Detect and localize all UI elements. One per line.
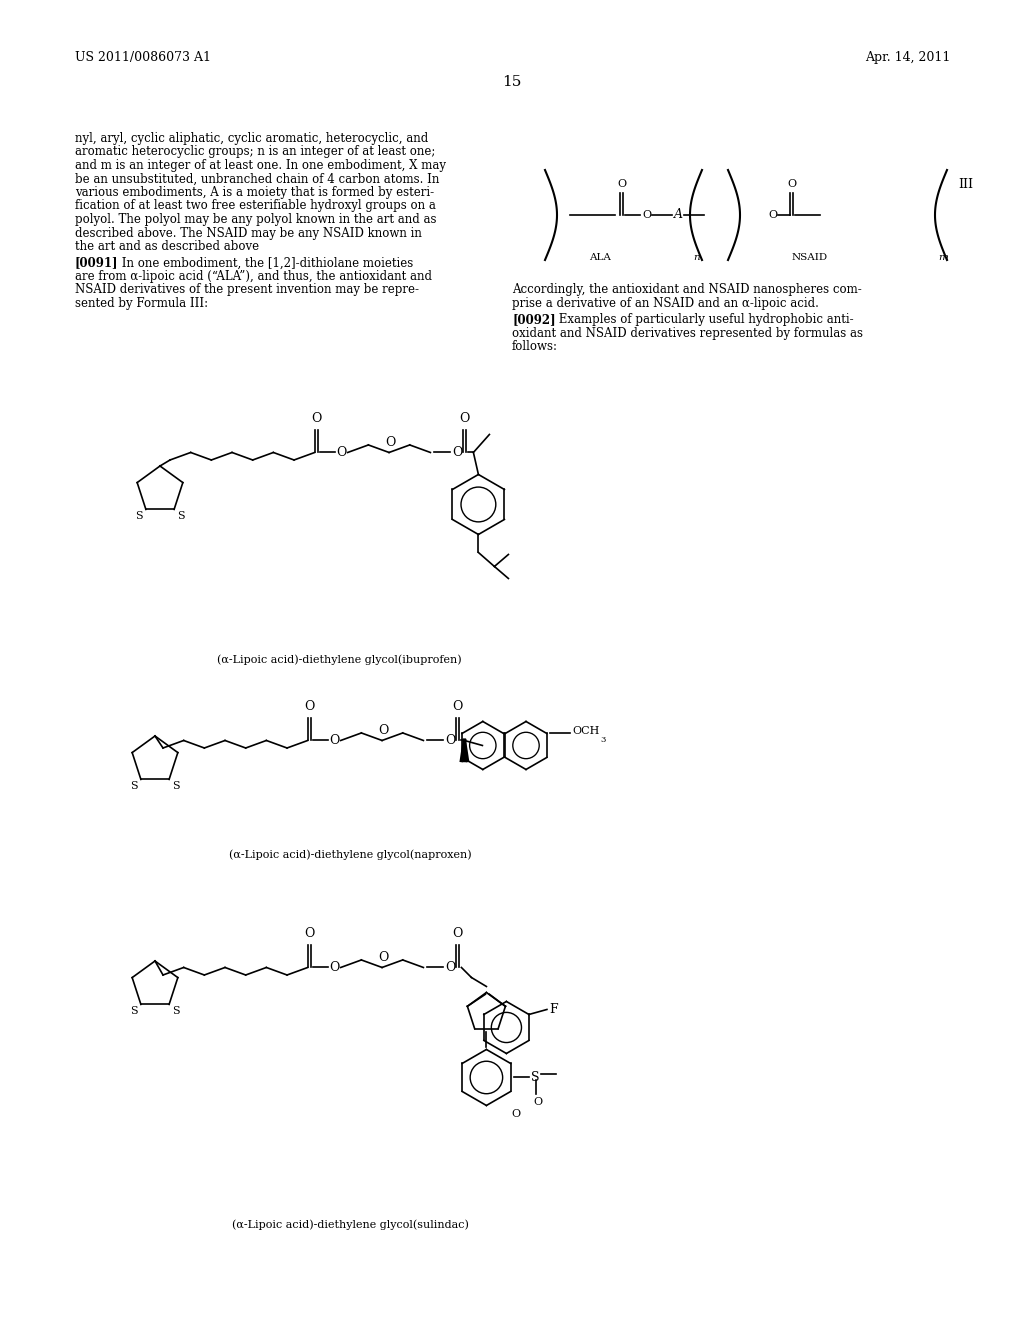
Text: Accordingly, the antioxidant and NSAID nanospheres com-: Accordingly, the antioxidant and NSAID n… (512, 282, 862, 296)
Text: [0091]: [0091] (75, 256, 119, 269)
Text: O: O (385, 437, 395, 450)
Text: O: O (311, 412, 322, 425)
Text: In one embodiment, the [1,2]-dithiolane moieties: In one embodiment, the [1,2]-dithiolane … (118, 256, 414, 269)
Text: nyl, aryl, cyclic aliphatic, cyclic aromatic, heterocyclic, and: nyl, aryl, cyclic aliphatic, cyclic arom… (75, 132, 428, 145)
Text: (α-Lipoic acid)-diethylene glycol(sulindac): (α-Lipoic acid)-diethylene glycol(sulind… (231, 1220, 468, 1230)
Text: described above. The NSAID may be any NSAID known in: described above. The NSAID may be any NS… (75, 227, 422, 239)
Text: S: S (135, 511, 143, 521)
Text: the art and as described above: the art and as described above (75, 240, 259, 253)
Text: 3: 3 (600, 737, 605, 744)
Text: O: O (445, 961, 456, 974)
Text: S: S (177, 511, 184, 521)
Text: O: O (337, 446, 347, 459)
Text: Examples of particularly useful hydrophobic anti-: Examples of particularly useful hydropho… (555, 313, 854, 326)
Text: O: O (453, 928, 463, 940)
Text: [0092]: [0092] (512, 313, 556, 326)
Text: S: S (172, 1006, 180, 1016)
Text: S: S (531, 1071, 540, 1084)
Text: prise a derivative of an NSAID and an α-lipoic acid.: prise a derivative of an NSAID and an α-… (512, 297, 819, 309)
Text: OCH: OCH (572, 726, 599, 737)
Text: O: O (642, 210, 651, 220)
Text: (α-Lipoic acid)-diethylene glycol(ibuprofen): (α-Lipoic acid)-diethylene glycol(ibupro… (217, 655, 462, 665)
Text: O: O (768, 210, 777, 220)
Text: oxidant and NSAID derivatives represented by formulas as: oxidant and NSAID derivatives represente… (512, 326, 863, 339)
Text: ALA: ALA (589, 252, 611, 261)
Text: O: O (378, 725, 388, 738)
Text: O: O (330, 961, 340, 974)
Text: various embodiments, A is a moiety that is formed by esteri-: various embodiments, A is a moiety that … (75, 186, 434, 199)
Text: S: S (172, 781, 180, 792)
Text: n: n (693, 252, 699, 261)
Text: sented by Formula III:: sented by Formula III: (75, 297, 208, 310)
Text: III: III (958, 178, 973, 191)
Text: polyol. The polyol may be any polyol known in the art and as: polyol. The polyol may be any polyol kno… (75, 213, 436, 226)
Text: F: F (549, 1003, 557, 1016)
Text: and m is an integer of at least one. In one embodiment, X may: and m is an integer of at least one. In … (75, 158, 446, 172)
Text: follows:: follows: (512, 341, 558, 352)
Text: O: O (616, 180, 626, 189)
Text: NSAID: NSAID (792, 252, 828, 261)
Text: O: O (460, 412, 470, 425)
Text: (α-Lipoic acid)-diethylene glycol(naproxen): (α-Lipoic acid)-diethylene glycol(naprox… (228, 850, 471, 861)
Text: are from α-lipoic acid (“ALA”), and thus, the antioxidant and: are from α-lipoic acid (“ALA”), and thus… (75, 271, 432, 282)
Text: O: O (512, 1110, 521, 1119)
Text: fication of at least two free esterifiable hydroxyl groups on a: fication of at least two free esterifiab… (75, 199, 436, 213)
Text: 15: 15 (503, 75, 521, 88)
Text: Apr. 14, 2011: Apr. 14, 2011 (864, 51, 950, 65)
Text: A: A (674, 209, 683, 222)
Text: O: O (445, 734, 456, 747)
Text: S: S (130, 1006, 138, 1016)
Text: m: m (938, 252, 948, 261)
Text: be an unsubstituted, unbranched chain of 4 carbon atoms. In: be an unsubstituted, unbranched chain of… (75, 173, 439, 186)
Text: NSAID derivatives of the present invention may be repre-: NSAID derivatives of the present inventi… (75, 284, 419, 297)
Text: O: O (330, 734, 340, 747)
Text: O: O (453, 446, 463, 459)
Text: O: O (534, 1097, 543, 1107)
Text: O: O (304, 928, 314, 940)
Text: US 2011/0086073 A1: US 2011/0086073 A1 (75, 51, 211, 65)
Text: O: O (453, 701, 463, 714)
Text: aromatic heterocyclic groups; n is an integer of at least one;: aromatic heterocyclic groups; n is an in… (75, 145, 435, 158)
Text: O: O (786, 180, 796, 189)
Text: O: O (378, 952, 388, 965)
Text: O: O (304, 701, 314, 714)
Text: S: S (130, 781, 138, 792)
